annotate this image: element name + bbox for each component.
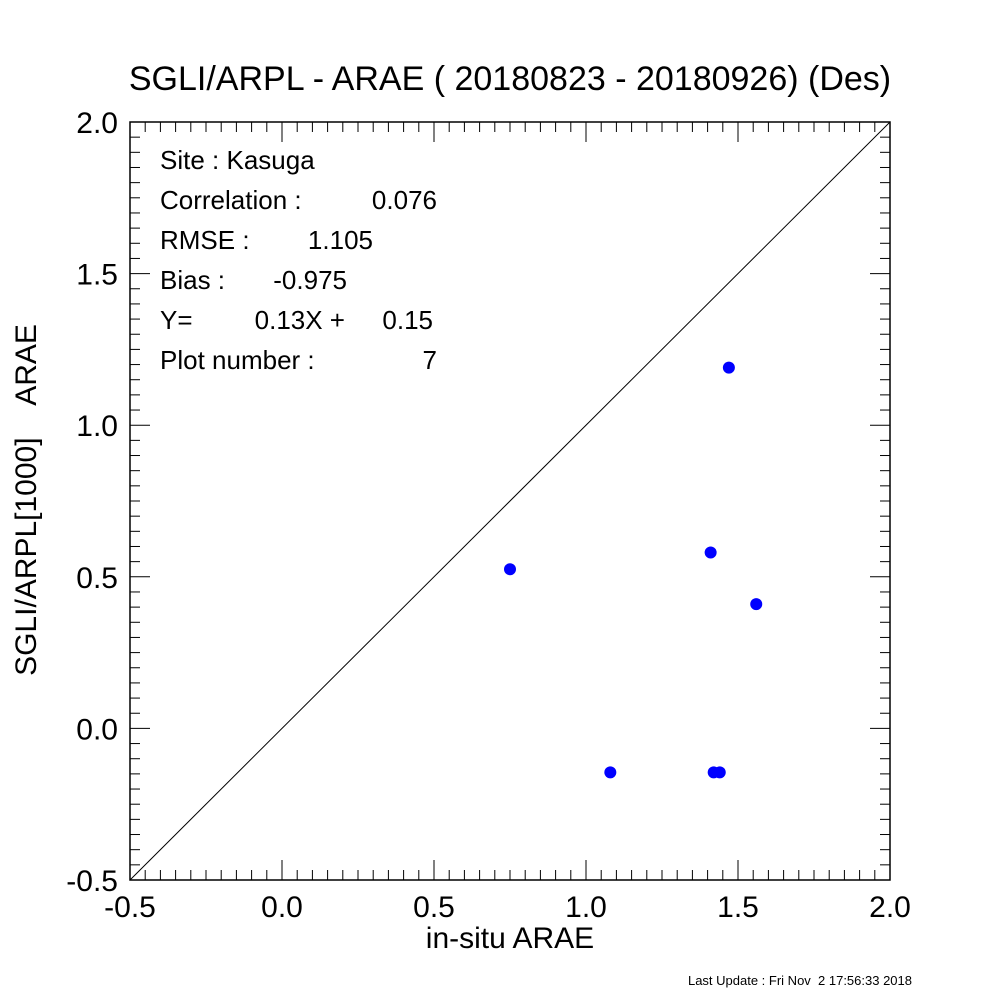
- x-axis-label: in-situ ARAE: [426, 922, 594, 955]
- y-tick-label: 0.5: [76, 562, 118, 595]
- bias-value: -0.975: [273, 265, 347, 295]
- y-axis-label: SGLI/ARPL[1000] ARAE: [10, 324, 43, 676]
- x-tick-label: 1.0: [565, 891, 607, 924]
- x-tick-label: 0.5: [413, 891, 455, 924]
- rmse-value: 1.105: [308, 225, 373, 255]
- data-point: [713, 766, 726, 779]
- data-point: [722, 361, 735, 374]
- x-tick-label: 2.0: [869, 891, 911, 924]
- data-point: [750, 598, 763, 611]
- correlation-label: Correlation :: [160, 185, 302, 215]
- tick-labels: -0.5 0.0 0.5 1.0 1.5 2.0 -0.5 0.0 0.5 1.0 1.5 2.0: [66, 107, 911, 924]
- plot-frame: [129, 121, 891, 881]
- rmse-label: RMSE :: [160, 225, 250, 255]
- data-point: [704, 546, 717, 559]
- stats-box: Site : Kasuga Correlation : 0.076 RMSE :…: [160, 145, 437, 375]
- bias-label: Bias :: [160, 265, 225, 295]
- plot-number-value: 7: [423, 345, 437, 375]
- last-update-text: Last Update : Fri Nov 2 17:56:33 2018: [688, 973, 912, 988]
- data-point: [504, 563, 516, 576]
- axis-ticks: [129, 121, 891, 881]
- y-tick-label: 0.0: [76, 713, 118, 746]
- y-tick-label: 2.0: [76, 107, 118, 140]
- x-tick-label: 0.0: [261, 891, 303, 924]
- regression-slope: 0.13X +: [255, 305, 345, 335]
- chart-title: SGLI/ARPL - ARAE ( 20180823 - 20180926) …: [129, 60, 891, 98]
- x-tick-label: -0.5: [104, 891, 156, 924]
- one-to-one-line: [129, 121, 891, 881]
- y-tick-label: 1.0: [76, 410, 118, 443]
- y-tick-label: -0.5: [66, 865, 118, 898]
- y-tick-label: 1.5: [76, 259, 118, 292]
- site-text: Site : Kasuga: [160, 145, 315, 175]
- data-point: [604, 766, 617, 779]
- correlation-value: 0.076: [372, 185, 437, 215]
- x-tick-label: 1.5: [717, 891, 759, 924]
- data-points: [504, 361, 763, 779]
- regression-label: Y=: [160, 305, 193, 335]
- regression-intercept: 0.15: [382, 305, 433, 335]
- plot-number-label: Plot number :: [160, 345, 315, 375]
